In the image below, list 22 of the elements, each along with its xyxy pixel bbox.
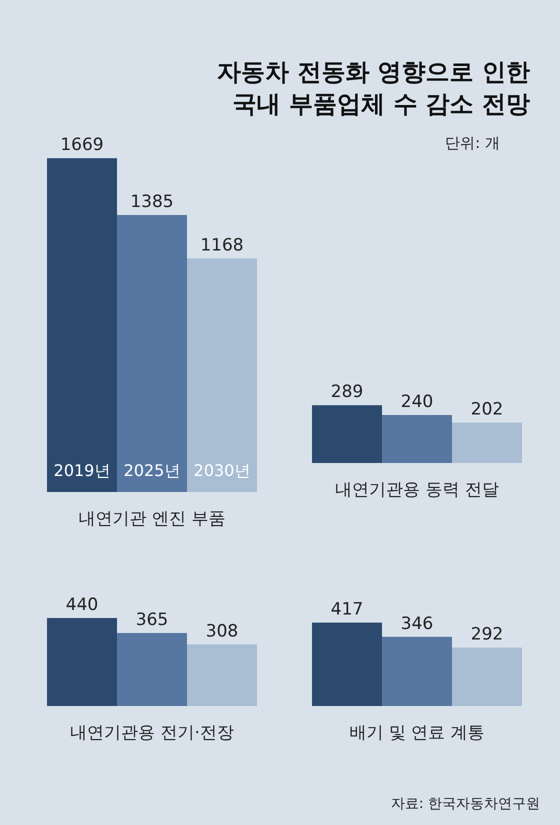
x-axis-title: 배기 및 연료 계통	[349, 723, 485, 743]
data-label: 289	[330, 382, 364, 402]
text: 자동차 전동화 영향으로 인한 국내 부품업체 수 감소 전망	[216, 58, 530, 118]
x-tick-label: 2019년	[54, 461, 110, 480]
x-tick-label: 2025년	[124, 461, 180, 480]
x-axis-title: 내연기관용 동력 전달	[335, 480, 499, 500]
data-label: 417	[330, 600, 364, 620]
chart-subtitle: 단위: 개	[445, 134, 500, 152]
data-label: 365	[136, 610, 168, 630]
x-axis-title: 내연기관용 전기·전장	[70, 723, 234, 743]
data-label: 440	[66, 595, 98, 615]
data-label: 202	[470, 400, 504, 420]
x-tick-label: 2030년	[194, 461, 250, 480]
data-label: 240	[400, 392, 434, 412]
data-label: 346	[400, 614, 434, 634]
data-label: 1385	[130, 192, 174, 212]
data-label: 1168	[200, 235, 244, 256]
text: 자료: 한국자동차연구원	[390, 796, 540, 812]
data-label: 292	[470, 624, 504, 645]
x-axis-title: 내연기관 엔진 부품	[78, 509, 226, 529]
data-label: 308	[206, 621, 238, 642]
data-label: 1669	[60, 135, 104, 156]
